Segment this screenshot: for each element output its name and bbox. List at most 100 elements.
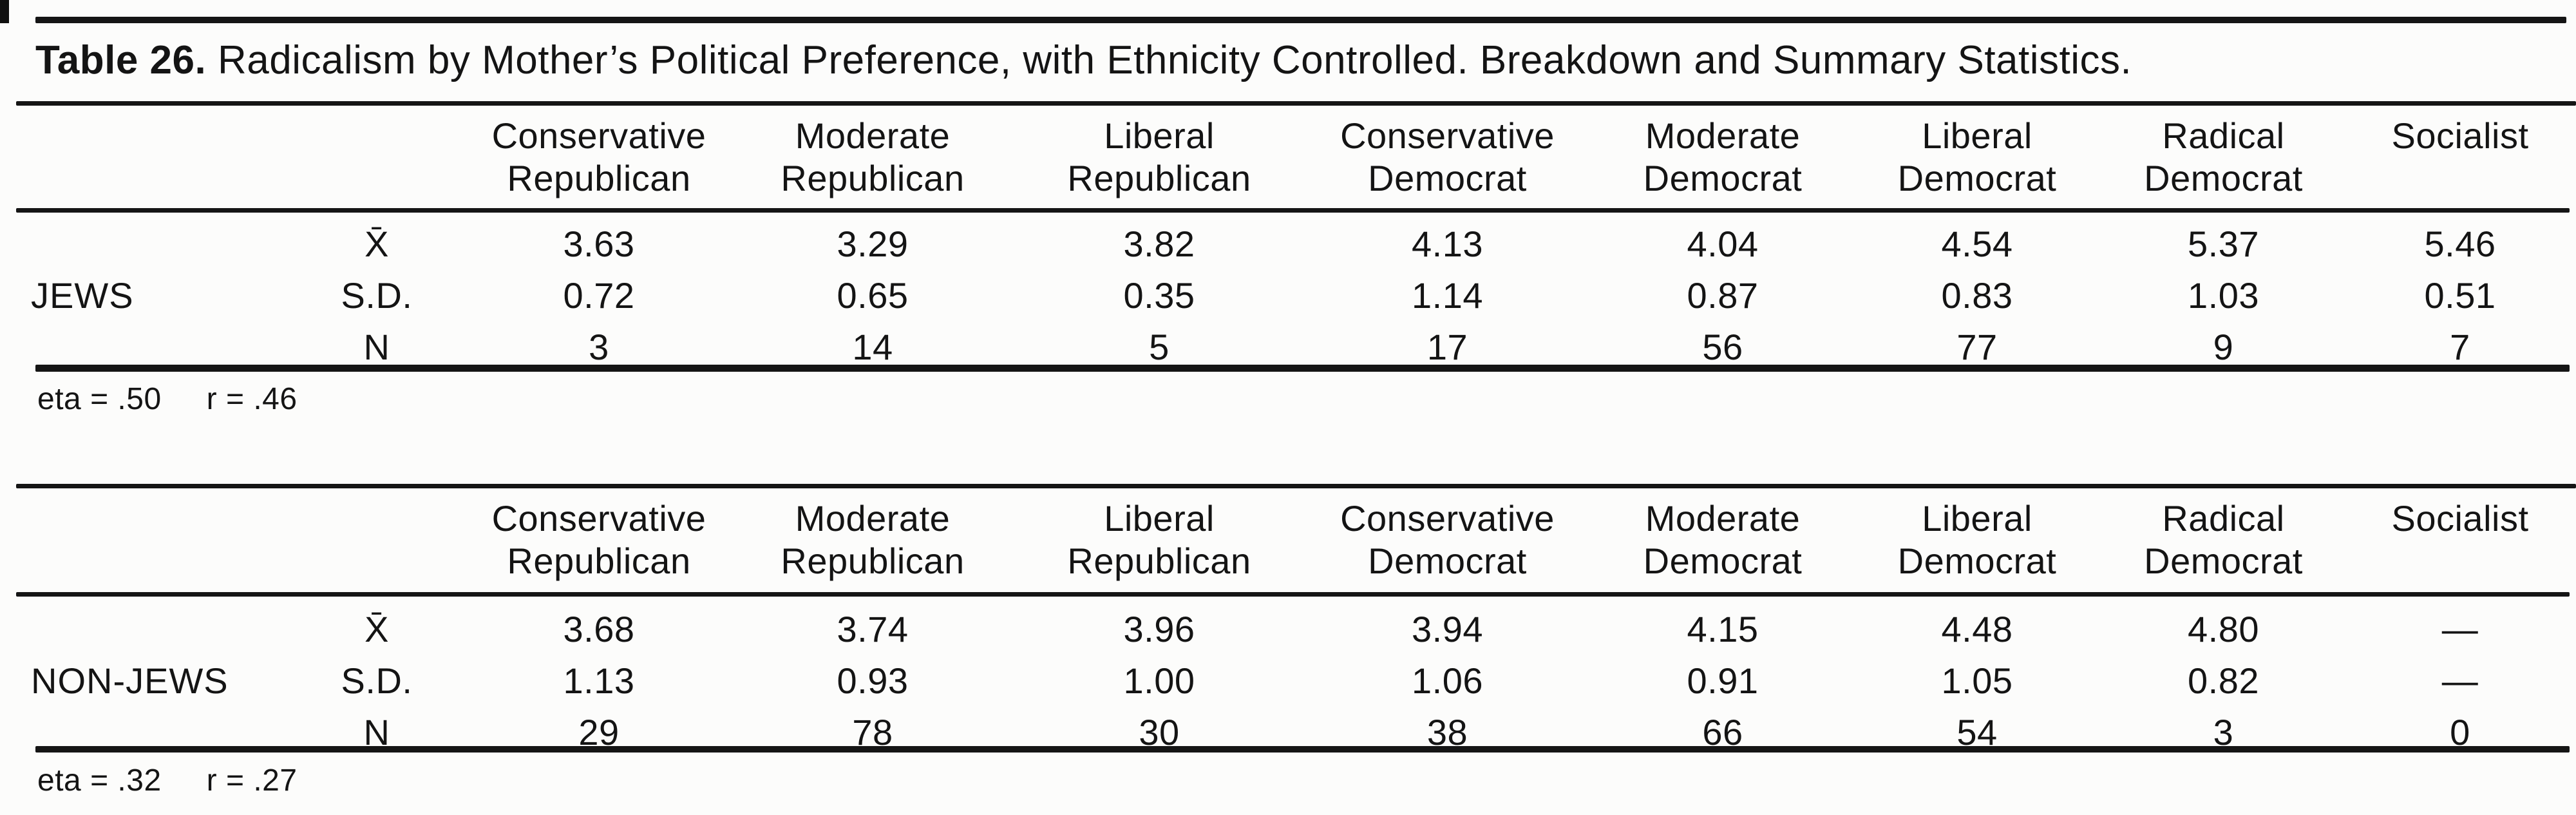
- column-header: Radical Democrat: [2103, 115, 2344, 200]
- column-header-line: Conservative: [1340, 498, 1555, 539]
- column-header-line: Conservative: [491, 498, 706, 539]
- value-cell: 0.51: [2424, 274, 2496, 316]
- column-header: Conservative Democrat: [1301, 115, 1594, 200]
- value-cell: 1.14: [1412, 274, 1483, 316]
- group-label: NON-JEWS: [31, 660, 229, 701]
- column-header: Moderate Republican: [728, 115, 1018, 200]
- value-cell: 0.35: [1123, 274, 1195, 316]
- column-header-line: Republican: [781, 158, 965, 198]
- value-cell: 1.13: [563, 660, 635, 701]
- table-body-nonjews: NON-JEWS X̄ 3.68 3.74 3.96 3.94 4.15 4.4…: [0, 603, 2576, 758]
- value-cell: 3.82: [1123, 223, 1195, 264]
- column-header-line: Democrat: [2144, 158, 2303, 198]
- value-cell: 0.87: [1687, 274, 1759, 316]
- r-value: r = .46: [206, 382, 298, 416]
- column-header-line: Democrat: [1368, 158, 1527, 198]
- rule-below-body-jews: [35, 365, 2570, 372]
- column-header: Moderate Republican: [728, 497, 1018, 582]
- row-label-sd: S.D.: [341, 660, 413, 701]
- column-header: Moderate Democrat: [1594, 497, 1852, 582]
- header-row-jews: Conservative Republican Moderate Republi…: [0, 115, 2576, 200]
- value-cell: 3.29: [837, 223, 909, 264]
- column-header-line: Moderate: [795, 115, 951, 156]
- column-header-line: Liberal: [1104, 115, 1215, 156]
- header-row-nonjews: Conservative Republican Moderate Republi…: [0, 497, 2576, 582]
- column-header: Socialist: [2344, 115, 2576, 200]
- value-cell: 0.83: [1941, 274, 2013, 316]
- value-cell: 56: [1702, 326, 1743, 367]
- row-label-sd: S.D.: [341, 274, 413, 316]
- column-header-line: Liberal: [1922, 498, 2032, 539]
- value-cell: 0.82: [2188, 660, 2259, 701]
- value-cell: —: [2441, 608, 2479, 649]
- rule-below-title: [16, 101, 2576, 106]
- value-cell: 1.00: [1123, 660, 1195, 701]
- row-label-mean: X̄: [365, 608, 389, 649]
- table-number: Table 26.: [35, 38, 207, 82]
- rule-below-header-jews: [16, 208, 2570, 213]
- column-header-line: Democrat: [1643, 541, 1803, 581]
- column-header: Liberal Democrat: [1852, 115, 2103, 200]
- value-cell: 4.13: [1412, 223, 1483, 264]
- value-cell: —: [2441, 660, 2479, 701]
- table-body-jews: JEWS X̄ 3.63 3.29 3.82 4.13 4.04 4.54 5.…: [0, 218, 2576, 372]
- value-cell: 9: [2213, 326, 2234, 367]
- column-header-line: Liberal: [1104, 498, 1215, 539]
- rule-above-header-nonjews: [16, 484, 2576, 488]
- header-spacer: [283, 497, 470, 582]
- column-header: Liberal Republican: [1018, 115, 1301, 200]
- value-cell: 5.46: [2424, 223, 2496, 264]
- value-cell: 0.93: [837, 660, 909, 701]
- value-cell: 3.74: [837, 608, 909, 649]
- rule-below-header-nonjews: [16, 592, 2570, 597]
- column-header-line: Democrat: [1368, 541, 1527, 581]
- value-cell: 38: [1426, 711, 1468, 753]
- value-cell: 0: [2450, 711, 2470, 753]
- column-header: Conservative Republican: [470, 497, 728, 582]
- column-header-line: Radical: [2162, 498, 2285, 539]
- column-header-line: Radical: [2162, 115, 2285, 156]
- row-label-n: N: [363, 326, 390, 367]
- column-header-line: Socialist: [2391, 498, 2529, 539]
- column-header-line: Democrat: [1897, 541, 2057, 581]
- value-cell: 3.68: [563, 608, 635, 649]
- column-header: Moderate Democrat: [1594, 115, 1852, 200]
- summary-stats-jews: eta = .50 r = .46: [37, 381, 298, 417]
- column-header: Conservative Democrat: [1301, 497, 1594, 582]
- value-cell: 30: [1139, 711, 1180, 753]
- value-cell: 4.54: [1941, 223, 2013, 264]
- column-header-line: Republican: [507, 158, 691, 198]
- value-cell: 3: [2213, 711, 2234, 753]
- scan-artifact: [0, 0, 9, 23]
- value-cell: 0.72: [563, 274, 635, 316]
- column-header-line: Moderate: [1645, 115, 1801, 156]
- value-cell: 5: [1149, 326, 1170, 367]
- column-header-line: Moderate: [1645, 498, 1801, 539]
- column-header-line: Republican: [781, 541, 965, 581]
- summary-stats-nonjews: eta = .32 r = .27: [37, 763, 298, 798]
- value-cell: 78: [852, 711, 893, 753]
- value-cell: 1.05: [1941, 660, 2013, 701]
- column-header-line: Conservative: [1340, 115, 1555, 156]
- value-cell: 4.15: [1687, 608, 1759, 649]
- value-cell: 14: [852, 326, 893, 367]
- header-spacer: [283, 115, 470, 200]
- column-header-line: Democrat: [1643, 158, 1803, 198]
- column-header-line: Socialist: [2391, 115, 2529, 156]
- row-label-n: N: [363, 711, 390, 753]
- row-label-mean: X̄: [365, 223, 389, 264]
- value-cell: 4.04: [1687, 223, 1759, 264]
- rule-below-body-nonjews: [35, 746, 2570, 753]
- table-title: Table 26. Radicalism by Mother’s Politic…: [35, 37, 2550, 83]
- value-cell: 66: [1702, 711, 1743, 753]
- eta-value: eta = .50: [37, 382, 162, 416]
- top-rule: [35, 17, 2566, 23]
- column-header-line: Republican: [1067, 158, 1251, 198]
- header-spacer: [0, 115, 283, 200]
- eta-value: eta = .32: [37, 763, 162, 798]
- value-cell: 1.06: [1412, 660, 1483, 701]
- value-cell: 0.91: [1687, 660, 1759, 701]
- column-header: Socialist: [2344, 497, 2576, 582]
- column-header-line: Moderate: [795, 498, 951, 539]
